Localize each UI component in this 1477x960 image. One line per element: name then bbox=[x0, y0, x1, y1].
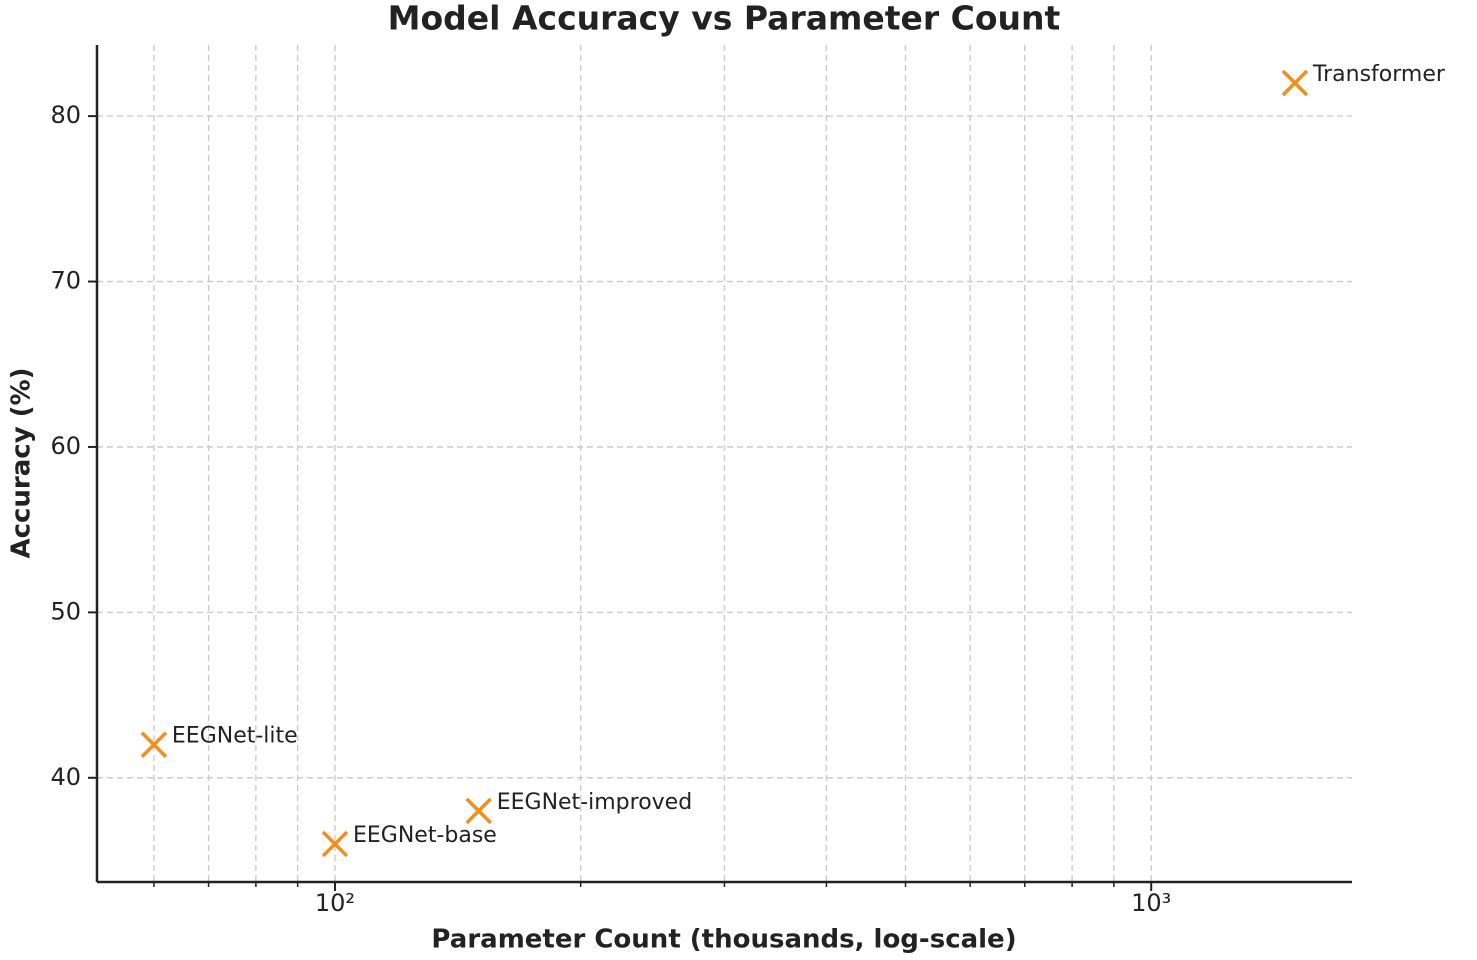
point-label: EEGNet-base bbox=[353, 823, 497, 848]
point bbox=[321, 830, 349, 858]
y-tick-label: 60 bbox=[50, 432, 81, 460]
point-label: Transformer bbox=[1312, 62, 1446, 87]
point-label: EEGNet-lite bbox=[172, 724, 298, 749]
y-tick-label: 80 bbox=[50, 101, 81, 129]
y-tick-label: 70 bbox=[50, 267, 81, 295]
y-axis-label: Accuracy (%) bbox=[7, 367, 37, 558]
point bbox=[1281, 69, 1309, 97]
x-axis-label: Parameter Count (thousands, log-scale) bbox=[431, 925, 1016, 955]
chart-title: Model Accuracy vs Parameter Count bbox=[388, 0, 1061, 38]
x-tick-label: 10² bbox=[315, 889, 355, 917]
point-label: EEGNet-improved bbox=[497, 790, 692, 815]
y-tick-label: 40 bbox=[50, 763, 81, 791]
y-tick-label: 50 bbox=[50, 597, 81, 625]
point bbox=[465, 797, 492, 825]
point bbox=[140, 731, 168, 758]
x-tick-label: 10³ bbox=[1131, 889, 1171, 917]
